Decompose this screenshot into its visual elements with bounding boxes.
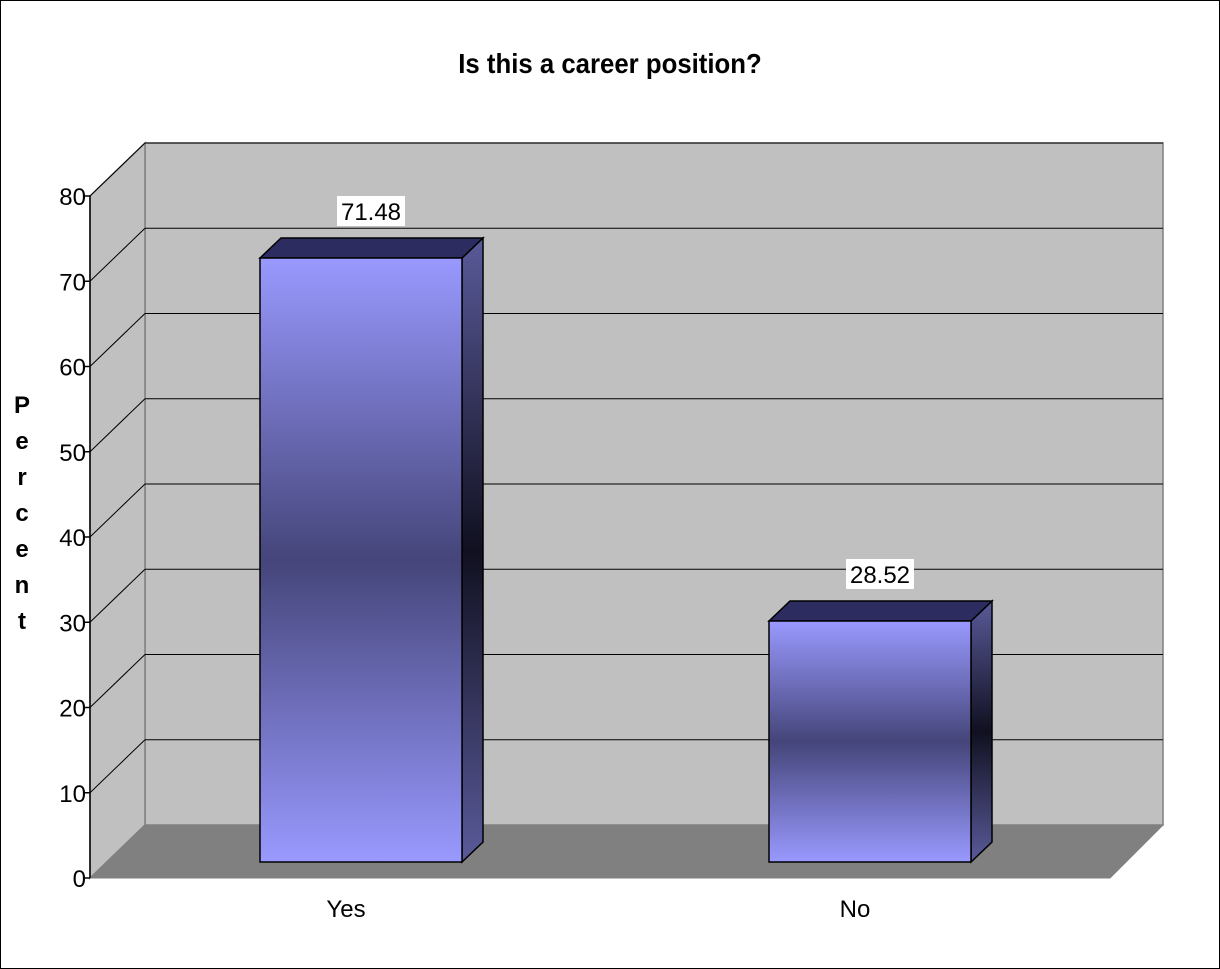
y-axis-label-letter: c [15, 500, 29, 527]
bar [259, 257, 463, 863]
gridline-side [89, 654, 146, 708]
data-label-bg [846, 559, 914, 590]
y-tick-label: 10 [59, 781, 86, 808]
chart-title: Is this a career position? [458, 48, 762, 79]
bar-side [461, 236, 484, 864]
y-axis-label-letter: P [13, 392, 30, 419]
gridline-side [89, 313, 146, 367]
gridline-side [89, 568, 146, 623]
gridline-side [89, 142, 146, 197]
y-tick-label: 40 [59, 525, 86, 552]
y-tick-label: 60 [59, 355, 86, 382]
y-axis-label-letter: e [15, 428, 29, 455]
y-axis-label-letter: e [15, 536, 29, 563]
y-tick-label: 20 [59, 696, 86, 723]
bar [768, 620, 972, 863]
y-tick-label: 0 [73, 866, 86, 893]
y-tick-label: 70 [59, 269, 86, 296]
gridline-side [89, 739, 146, 794]
gridline-side [89, 227, 146, 282]
data-label: 71.48 [341, 199, 401, 226]
bar-top [767, 600, 994, 622]
y-tick-label: 30 [59, 610, 86, 637]
y-axis-label-letter: n [14, 572, 30, 599]
bar-side [970, 599, 993, 864]
x-tick-label: Yes [326, 896, 365, 923]
data-label: 28.52 [850, 562, 910, 589]
data-label-bg [337, 195, 405, 226]
y-tick-label: 80 [59, 184, 86, 211]
gridline-side [89, 483, 146, 538]
y-axis-label-letter: r [17, 464, 27, 491]
floor [88, 824, 1165, 879]
y-axis-label-letter: t [18, 608, 26, 635]
y-tick-label: 50 [59, 440, 86, 467]
x-tick-label: No [840, 896, 871, 923]
gridline-side [89, 398, 146, 453]
bar-top [258, 237, 485, 259]
